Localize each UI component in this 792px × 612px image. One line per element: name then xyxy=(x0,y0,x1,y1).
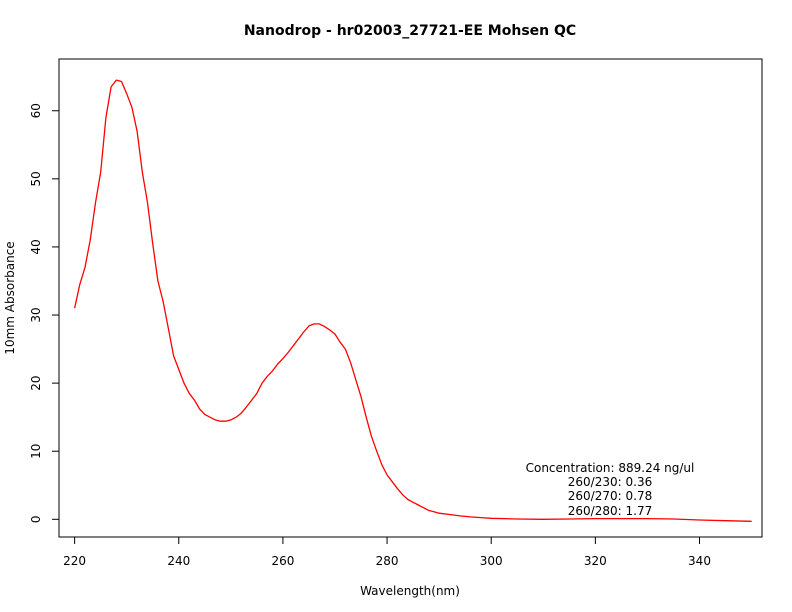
ratio-260-230-text: 260/230: 0.36 xyxy=(568,475,652,489)
x-tick-label: 340 xyxy=(688,554,711,568)
y-tick-label: 10 xyxy=(29,444,43,459)
y-tick-label: 30 xyxy=(29,307,43,322)
y-tick-label: 0 xyxy=(29,515,43,523)
concentration-text: Concentration: 889.24 ng/ul xyxy=(526,461,695,475)
y-tick-label: 50 xyxy=(29,171,43,186)
x-tick-label: 260 xyxy=(271,554,294,568)
y-axis: 0 10 20 30 40 50 60 xyxy=(29,103,60,523)
x-tick-label: 220 xyxy=(63,554,86,568)
chart-title: Nanodrop - hr02003_27721-EE Mohsen QC xyxy=(244,23,576,39)
qc-annotation: Concentration: 889.24 ng/ul 260/230: 0.3… xyxy=(526,461,695,518)
x-axis: 220 240 260 280 300 320 340 xyxy=(63,536,711,568)
y-tick-label: 20 xyxy=(29,375,43,390)
x-axis-label: Wavelength(nm) xyxy=(360,584,460,598)
y-axis-label: 10mm Absorbance xyxy=(3,241,17,354)
ratio-260-280-text: 260/280: 1.77 xyxy=(568,504,652,518)
x-tick-label: 280 xyxy=(376,554,399,568)
absorbance-line xyxy=(73,79,752,522)
series-layer xyxy=(73,79,752,522)
x-tick-label: 240 xyxy=(167,554,190,568)
y-tick-label: 60 xyxy=(29,103,43,118)
x-tick-label: 300 xyxy=(480,554,503,568)
y-tick-label: 40 xyxy=(29,239,43,254)
x-tick-label: 320 xyxy=(584,554,607,568)
ratio-260-270-text: 260/270: 0.78 xyxy=(568,489,652,503)
